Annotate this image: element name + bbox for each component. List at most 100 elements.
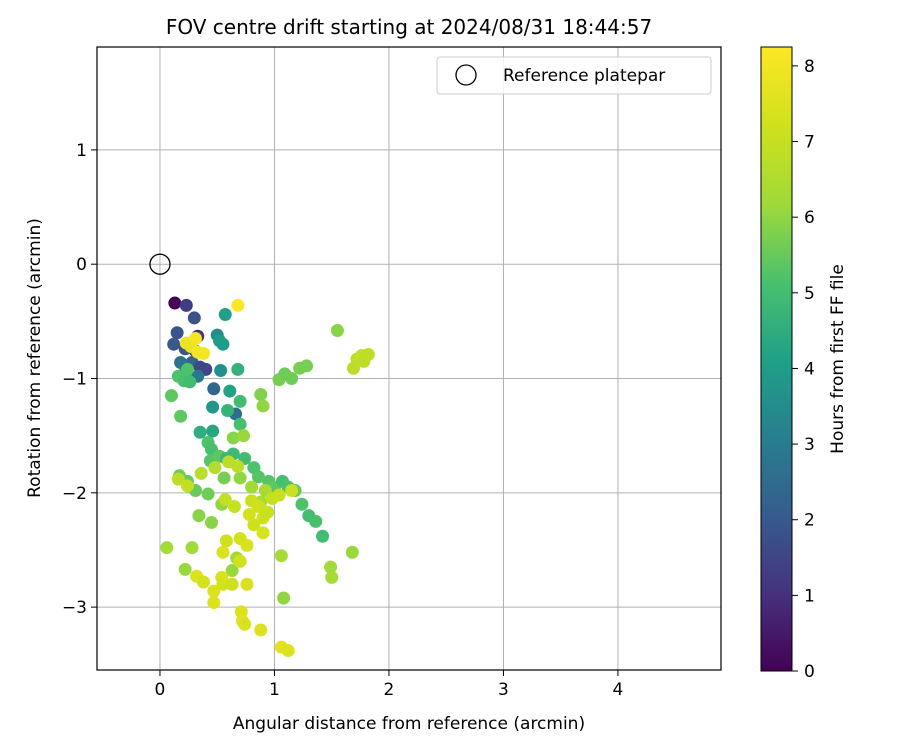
data-point [180,479,194,493]
data-point [256,399,270,413]
colorbar-tick-label: 5 [804,284,815,304]
data-point [345,545,359,559]
data-point [281,644,295,658]
data-point [261,505,275,519]
x-tick-label: 4 [613,680,624,700]
data-point [240,577,254,591]
data-point [179,298,193,312]
colorbar: 0 1 2 3 4 5 6 7 8 Hours from first FF file [760,46,848,682]
data-point [324,560,338,574]
data-point [174,409,188,423]
data-point [237,429,251,443]
data-point [193,425,207,439]
data-point [233,417,247,431]
data-point [300,359,314,373]
colorbar-gradient [760,46,793,672]
data-point [216,577,230,591]
data-point [240,538,254,552]
y-axis-label: Rotation from reference (arcmin) [25,218,45,498]
data-point [285,484,299,498]
data-point [164,389,178,403]
data-point [171,472,185,486]
data-point [185,541,199,555]
data-point [168,296,182,310]
legend: Reference platepar [436,56,712,95]
data-point [225,577,239,591]
data-point [238,617,252,631]
data-point [231,362,245,376]
colorbar-tick-label: 8 [804,57,815,77]
data-point [216,545,230,559]
data-point [247,518,261,532]
reference-marker-layer [149,253,171,275]
data-point [196,575,210,589]
data-point [208,461,222,475]
data-point [217,471,231,485]
data-point [207,584,221,598]
y-tick-label: 1 [76,141,87,161]
colorbar-tick-label: 1 [804,586,815,606]
data-point [227,500,241,514]
data-point [251,470,265,484]
data-point [218,493,232,507]
data-point [170,326,184,340]
data-point [192,509,206,523]
data-point [223,384,237,398]
x-axis-label: Angular distance from reference (arcmin) [233,714,585,734]
data-point [325,570,339,584]
colorbar-tick-label: 7 [804,133,815,153]
data-point [207,382,221,396]
data-point [274,549,288,563]
data-point [214,364,228,378]
data-point [213,334,227,348]
points-layer [160,296,375,658]
legend-label: Reference platepar [503,66,665,86]
data-point [242,508,256,522]
data-point [330,323,344,337]
colorbar-tick-label: 4 [804,359,815,379]
data-point [256,526,270,540]
data-point [233,554,247,568]
data-point [204,516,218,530]
data-point [207,596,221,610]
colorbar-tick-label: 0 [804,662,815,682]
data-point [245,480,259,494]
data-point [178,562,192,576]
colorbar-tick-label: 2 [804,511,815,531]
y-tick-label: 0 [76,255,87,275]
data-point [226,431,240,445]
data-point [225,564,239,578]
y-tick-label: −2 [62,484,87,504]
data-point [233,394,247,408]
data-point [194,466,208,480]
reference-platepar-marker [149,253,171,275]
data-point [206,400,220,414]
data-point [183,375,197,389]
colorbar-tick-label: 3 [804,435,815,455]
data-point [295,497,309,511]
data-point [254,388,268,402]
grid-lines [97,47,721,670]
data-point [218,307,232,321]
legend-marker-open-circle [455,64,477,86]
x-axis: 0 1 2 3 4 [155,670,624,700]
data-point [167,337,181,351]
plot-frame [96,46,722,671]
data-point [180,362,194,376]
x-tick-label: 2 [384,680,395,700]
data-point [309,514,323,528]
x-tick-label: 3 [498,680,509,700]
data-point [277,591,291,605]
data-point [316,529,330,543]
data-point [187,311,201,325]
data-point [231,460,245,474]
y-axis: 1 0 −1 −2 −3 [62,141,97,618]
data-point [272,488,286,502]
data-point [254,623,268,637]
data-point [285,372,299,386]
x-tick-label: 0 [155,680,166,700]
data-point [233,471,247,485]
data-point [196,346,210,360]
data-point [221,404,235,418]
data-point [188,331,202,345]
